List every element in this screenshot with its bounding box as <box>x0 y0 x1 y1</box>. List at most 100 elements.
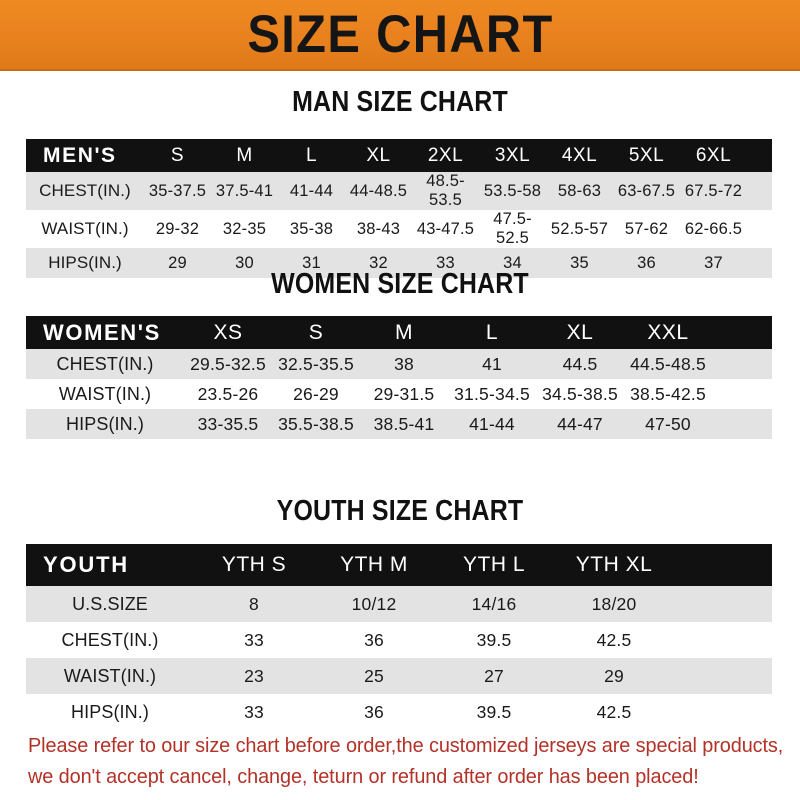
youth-cell: 39.5 <box>476 701 512 722</box>
youth-cell: 42.5 <box>596 629 632 650</box>
women-size-header: XL <box>566 320 594 344</box>
order-policy-line-2: we don't accept cancel, change, teturn o… <box>28 765 699 788</box>
women-cell: 44-47 <box>557 413 603 434</box>
youth-size-header: YTH S <box>221 553 287 576</box>
men-cell: 30 <box>235 253 254 272</box>
men-cell-spacer <box>747 172 772 210</box>
men-table-header-row: MEN'S S M L XL 2XL 3XL 4XL 5XL 6XL <box>26 139 772 172</box>
men-cell: 29-32 <box>155 219 200 238</box>
youth-cell: 27 <box>484 665 504 686</box>
women-size-header: XXL <box>647 320 689 344</box>
men-cell: 37 <box>704 253 723 272</box>
women-measure-label: WAIST(IN.) <box>58 383 152 404</box>
youth-cell-spacer <box>674 622 772 658</box>
youth-cell: 29 <box>604 665 624 686</box>
men-cell: 35-37.5 <box>148 181 207 200</box>
women-measure-label: HIPS(IN.) <box>66 413 144 434</box>
table-row: HIPS(IN.) 33-35.5 35.5-38.5 38.5-41 41-4… <box>26 409 772 439</box>
women-cell: 35.5-38.5 <box>278 413 354 434</box>
table-row: CHEST(IN.) 33 36 39.5 42.5 <box>26 622 772 658</box>
women-cell: 44.5 <box>562 353 598 374</box>
men-cell: 36 <box>637 253 656 272</box>
table-row: WAIST(IN.) 23.5-26 26-29 29-31.5 31.5-34… <box>26 379 772 409</box>
youth-measure-label: HIPS(IN.) <box>71 701 149 722</box>
page-title: SIZE CHART <box>246 5 554 64</box>
women-size-table: WOMEN'S XS S M L XL XXL CHEST(IN.) 29.5-… <box>26 316 772 439</box>
women-section-title: WOMEN SIZE CHART <box>271 268 529 300</box>
men-cell: 29 <box>168 253 187 272</box>
men-cell: 48.5-53.5 <box>426 172 465 209</box>
youth-cell: 33 <box>244 701 264 722</box>
women-cell: 29-31.5 <box>373 383 435 404</box>
men-size-header: 3XL <box>494 144 531 166</box>
women-size-header: L <box>485 320 499 344</box>
men-cell: 47.5-52.5 <box>493 210 532 247</box>
women-cell: 34.5-38.5 <box>542 383 618 404</box>
table-row: WAIST(IN.) 23 25 27 29 <box>26 658 772 694</box>
youth-measure-label: WAIST(IN.) <box>63 665 157 686</box>
women-cell: 38.5-42.5 <box>630 383 706 404</box>
women-cell: 31.5-34.5 <box>454 383 530 404</box>
women-cell: 33-35.5 <box>197 413 259 434</box>
youth-cell: 36 <box>364 701 384 722</box>
men-cell: 37.5-41 <box>215 181 274 200</box>
youth-measure-label: CHEST(IN.) <box>61 629 159 650</box>
table-row: HIPS(IN.) 33 36 39.5 42.5 <box>26 694 772 730</box>
men-size-header: L <box>305 144 318 166</box>
men-cell: 32 <box>369 253 388 272</box>
men-measure-label: WAIST(IN.) <box>41 219 129 238</box>
men-size-header: XL <box>366 144 391 166</box>
women-cell: 29.5-32.5 <box>190 353 266 374</box>
men-size-table: MEN'S S M L XL 2XL 3XL 4XL 5XL 6XL CHEST… <box>26 139 772 278</box>
youth-header-spacer <box>674 544 772 586</box>
table-row: HIPS(IN.) 29 30 31 32 33 34 35 36 37 <box>26 248 772 278</box>
men-cell: 62-66.5 <box>684 219 743 238</box>
table-row: CHEST(IN.) 35-37.5 37.5-41 41-44 44-48.5… <box>26 172 772 210</box>
men-cell: 52.5-57 <box>550 219 609 238</box>
men-measure-label: CHEST(IN.) <box>39 181 131 200</box>
women-table-header-row: WOMEN'S XS S M L XL XXL <box>26 316 772 349</box>
youth-cell: 39.5 <box>476 629 512 650</box>
women-measure-label: CHEST(IN.) <box>56 353 154 374</box>
men-cell: 31 <box>302 253 321 272</box>
men-cell: 53.5-58 <box>483 181 542 200</box>
man-section-title: MAN SIZE CHART <box>292 86 508 118</box>
women-cell: 38.5-41 <box>373 413 435 434</box>
youth-cell-spacer <box>674 694 772 730</box>
men-size-header: 6XL <box>695 144 732 166</box>
youth-row-label-header: YOUTH <box>43 552 129 577</box>
women-cell: 23.5-26 <box>197 383 259 404</box>
women-cell: 47-50 <box>645 413 691 434</box>
youth-cell: 25 <box>364 665 384 686</box>
men-cell: 33 <box>436 253 455 272</box>
men-row-label-header: MEN'S <box>43 143 117 167</box>
table-row: WAIST(IN.) 29-32 32-35 35-38 38-43 43-47… <box>26 210 772 248</box>
men-cell: 32-35 <box>222 219 267 238</box>
youth-cell-spacer <box>674 658 772 694</box>
women-cell: 41-44 <box>469 413 515 434</box>
women-cell: 41 <box>482 353 502 374</box>
youth-cell: 42.5 <box>596 701 632 722</box>
youth-cell: 8 <box>249 593 259 614</box>
youth-section-title: YOUTH SIZE CHART <box>276 495 524 527</box>
youth-cell: 14/16 <box>471 593 517 614</box>
men-size-header: 5XL <box>628 144 665 166</box>
men-cell: 41-44 <box>289 181 334 200</box>
women-size-header: M <box>395 320 413 344</box>
men-size-header: 2XL <box>427 144 464 166</box>
men-size-header: 4XL <box>561 144 598 166</box>
men-cell: 43-47.5 <box>416 219 475 238</box>
table-row: CHEST(IN.) 29.5-32.5 32.5-35.5 38 41 44.… <box>26 349 772 379</box>
youth-cell: 33 <box>244 629 264 650</box>
men-cell: 38-43 <box>356 219 401 238</box>
men-cell: 35 <box>570 253 589 272</box>
youth-size-header: YTH M <box>340 553 408 576</box>
men-cell-spacer <box>747 248 772 278</box>
men-cell: 58-63 <box>557 181 602 200</box>
men-cell: 67.5-72 <box>684 181 743 200</box>
men-cell: 63-67.5 <box>617 181 676 200</box>
men-header-spacer <box>747 139 772 172</box>
women-header-spacer <box>712 316 772 349</box>
page-banner: SIZE CHART <box>0 0 800 71</box>
